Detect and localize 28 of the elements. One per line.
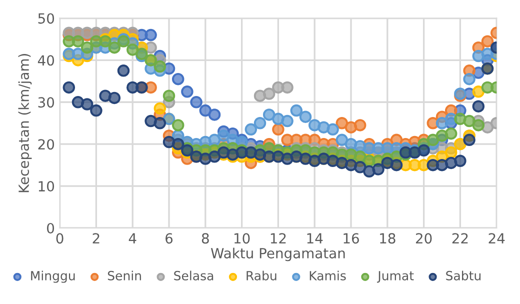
x-tick-label: 16 <box>344 233 359 244</box>
x-tick-label: 8 <box>202 233 209 244</box>
legend-label: Rabu <box>246 270 276 280</box>
y-tick-label: 20 <box>38 139 54 150</box>
x-tick-label: 12 <box>270 233 286 244</box>
y-tick-label: 0 <box>47 222 54 234</box>
legend-label: Sabtu <box>446 270 481 280</box>
y-tick-label: 10 <box>38 181 54 192</box>
x-tick-label: 24 <box>488 233 505 244</box>
legend-label: Kamis <box>310 270 346 280</box>
x-tick-label: 18 <box>380 233 396 244</box>
x-axis-title: Waktu Pengamatan <box>210 248 345 262</box>
legend-label: Jumat <box>377 271 414 283</box>
x-tick-label: 14 <box>307 233 323 244</box>
legend-label: Senin <box>108 270 141 280</box>
x-tick-label: 2 <box>92 233 100 244</box>
x-tick-label: 20 <box>416 233 432 244</box>
x-tick-label: 22 <box>452 233 468 244</box>
x-tick-label: 4 <box>128 233 136 244</box>
y-tick-label: 40 <box>38 55 54 66</box>
y-axis-title: Kecepatan (km/jam) <box>18 54 32 192</box>
x-tick-label: 10 <box>234 233 250 244</box>
x-tick-label: 6 <box>166 233 173 244</box>
x-tick-label: 0 <box>56 233 64 244</box>
legend-label: Minggu <box>31 270 75 283</box>
legend-label: Selasa <box>174 270 214 280</box>
y-tick-label: 50 <box>38 13 54 24</box>
y-tick-label: 30 <box>38 97 54 108</box>
